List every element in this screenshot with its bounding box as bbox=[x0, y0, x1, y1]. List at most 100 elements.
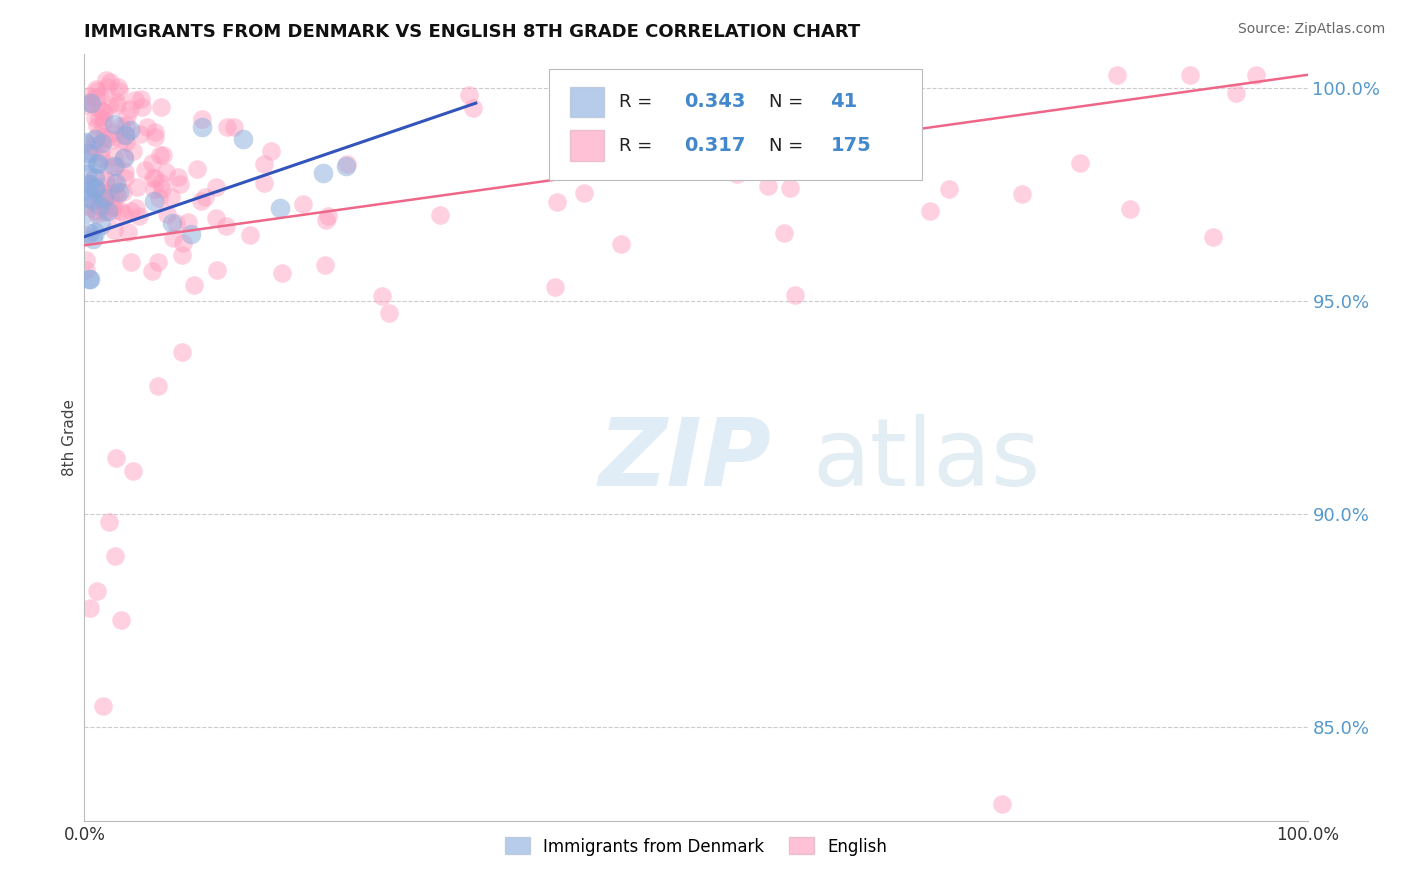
Point bbox=[100, 75, 122, 89]
Point bbox=[194, 190, 217, 204]
Point bbox=[83, 111, 105, 125]
Point bbox=[1011, 186, 1033, 201]
Text: atlas: atlas bbox=[813, 414, 1040, 506]
Point bbox=[160, 190, 183, 204]
Point bbox=[253, 156, 276, 170]
Point bbox=[114, 128, 136, 142]
Point bbox=[155, 165, 177, 179]
Point bbox=[186, 162, 208, 177]
Point bbox=[82, 138, 104, 153]
Point bbox=[232, 132, 254, 146]
Point bbox=[96, 131, 118, 145]
Point bbox=[105, 159, 128, 173]
Point bbox=[105, 98, 128, 112]
Point bbox=[129, 127, 152, 141]
Point bbox=[269, 202, 291, 216]
Point bbox=[312, 166, 335, 180]
Point bbox=[131, 100, 153, 114]
Point bbox=[134, 163, 156, 178]
Point bbox=[79, 272, 101, 286]
Point bbox=[103, 223, 125, 237]
Point bbox=[73, 207, 96, 221]
Point bbox=[110, 119, 132, 133]
Point bbox=[93, 130, 115, 145]
Point bbox=[142, 181, 165, 195]
Point bbox=[129, 92, 152, 106]
Point bbox=[120, 123, 142, 137]
Point bbox=[91, 698, 114, 713]
Point bbox=[1202, 230, 1225, 244]
Point bbox=[143, 130, 166, 145]
Point bbox=[191, 112, 214, 127]
Point bbox=[205, 179, 228, 194]
Point bbox=[1105, 68, 1128, 82]
Point bbox=[82, 232, 104, 246]
Point bbox=[120, 204, 142, 219]
Point bbox=[86, 82, 108, 96]
Point bbox=[103, 177, 125, 191]
Point bbox=[779, 181, 801, 195]
Point bbox=[84, 90, 107, 104]
Point bbox=[152, 148, 174, 162]
Point bbox=[79, 272, 101, 286]
Point bbox=[75, 136, 97, 150]
Point bbox=[90, 145, 112, 160]
Point bbox=[75, 252, 97, 267]
Text: Source: ZipAtlas.com: Source: ZipAtlas.com bbox=[1237, 22, 1385, 37]
Point bbox=[177, 215, 200, 229]
Point bbox=[773, 226, 796, 240]
Point bbox=[86, 186, 108, 200]
Point bbox=[463, 102, 485, 116]
Text: 41: 41 bbox=[831, 93, 858, 112]
Point bbox=[76, 167, 98, 181]
Point bbox=[149, 100, 172, 114]
Point bbox=[756, 178, 779, 193]
Point bbox=[105, 188, 128, 202]
Point bbox=[82, 193, 104, 207]
Point bbox=[335, 159, 357, 173]
Point bbox=[169, 177, 191, 191]
Point bbox=[135, 120, 157, 135]
Point bbox=[97, 204, 120, 219]
Point bbox=[114, 128, 136, 142]
Point bbox=[87, 156, 110, 170]
Point bbox=[84, 131, 107, 145]
Point bbox=[84, 203, 107, 218]
Point bbox=[89, 199, 111, 213]
Text: 175: 175 bbox=[831, 136, 872, 155]
Point bbox=[938, 182, 960, 196]
Point bbox=[314, 258, 336, 272]
Point bbox=[84, 170, 107, 185]
Point bbox=[143, 125, 166, 139]
Point bbox=[610, 237, 633, 252]
Point bbox=[103, 150, 125, 164]
Point bbox=[1119, 202, 1142, 216]
Point bbox=[183, 277, 205, 292]
Point bbox=[731, 117, 754, 131]
Point bbox=[146, 379, 169, 393]
Point bbox=[79, 600, 101, 615]
Point bbox=[103, 117, 125, 131]
Point bbox=[101, 205, 124, 219]
Point bbox=[93, 191, 115, 205]
Point bbox=[110, 203, 132, 218]
Point bbox=[86, 157, 108, 171]
Point bbox=[162, 216, 184, 230]
Point bbox=[77, 191, 100, 205]
Point bbox=[292, 197, 315, 211]
Point bbox=[141, 263, 163, 277]
Point bbox=[107, 185, 129, 199]
Point bbox=[79, 95, 101, 110]
Point bbox=[80, 145, 103, 160]
Point bbox=[91, 117, 114, 131]
Point bbox=[76, 95, 98, 110]
Point bbox=[89, 89, 111, 103]
Point bbox=[239, 228, 262, 243]
Point bbox=[644, 118, 666, 132]
Point bbox=[457, 87, 479, 102]
Point bbox=[180, 227, 202, 241]
Point bbox=[166, 170, 188, 185]
FancyBboxPatch shape bbox=[569, 87, 605, 117]
Point bbox=[128, 209, 150, 223]
Point bbox=[83, 170, 105, 185]
